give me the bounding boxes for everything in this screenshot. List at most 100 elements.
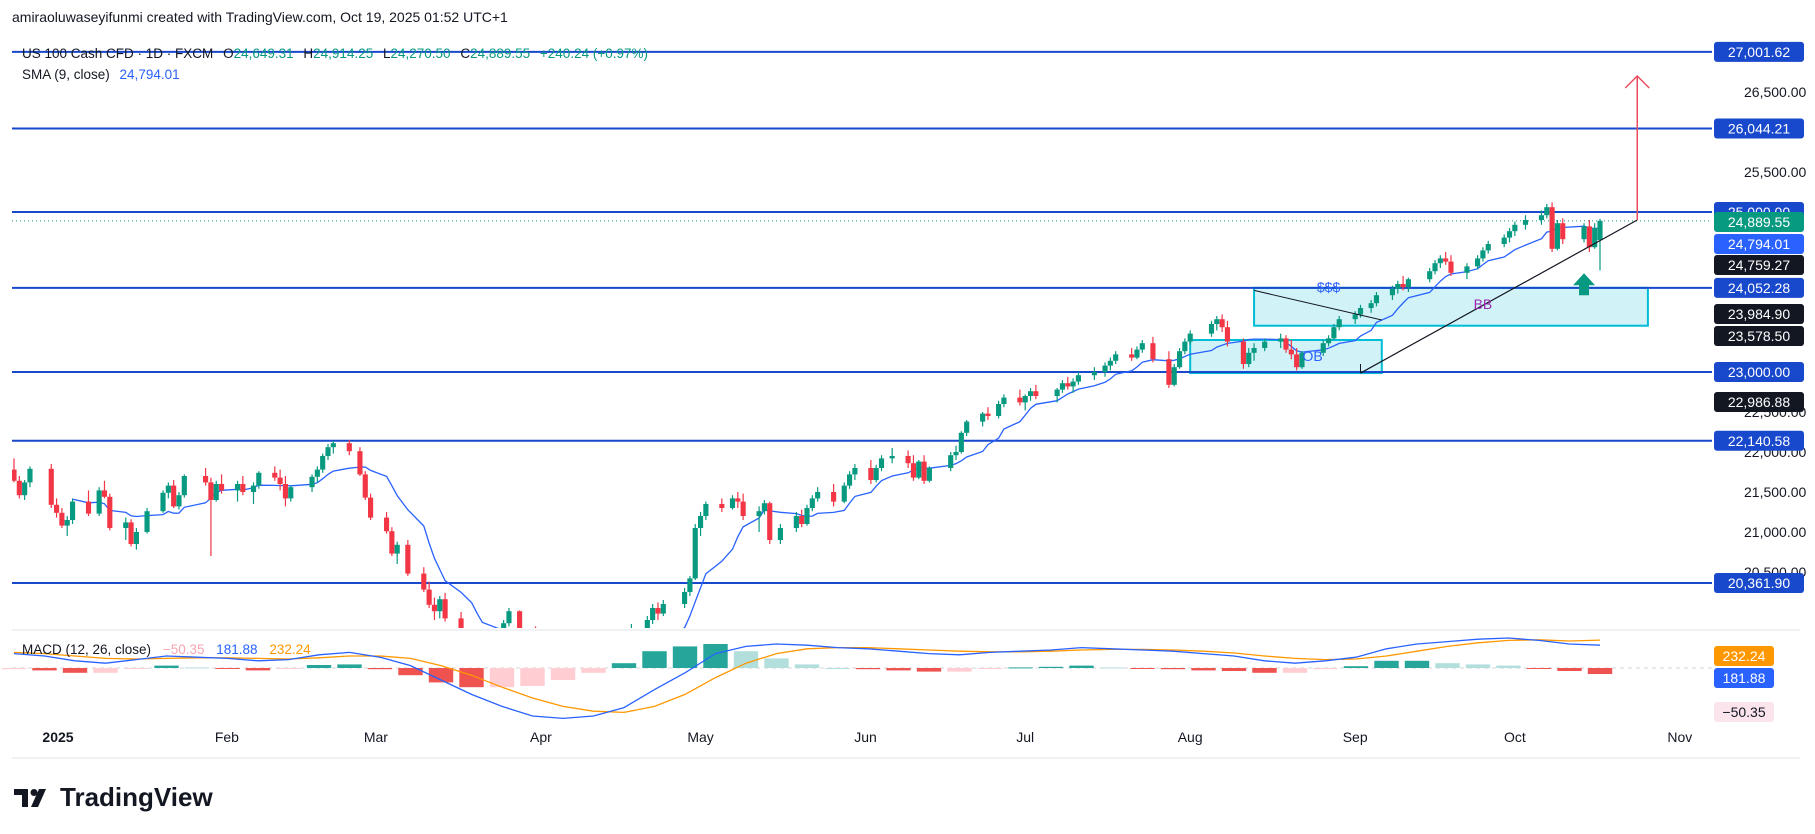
- candle-body: [501, 623, 507, 628]
- candle-body: [48, 468, 54, 505]
- candle-body: [421, 573, 427, 590]
- candle-body: [985, 413, 991, 416]
- macd-histogram-bar: [306, 665, 332, 668]
- candle-body: [1522, 220, 1529, 225]
- candle-body: [389, 531, 395, 554]
- macd-histogram-bar: [1191, 668, 1216, 671]
- liquidity-annotation: $$$: [1317, 279, 1341, 295]
- candle-body: [1368, 303, 1374, 308]
- macd-histogram-bar: [184, 667, 210, 669]
- candle-body: [682, 592, 688, 604]
- candle-body: [96, 490, 102, 514]
- candle-body: [1102, 365, 1108, 372]
- level-badge-label: 20,361.90: [1728, 575, 1790, 591]
- candle-body: [314, 469, 320, 477]
- candle-body: [1208, 324, 1215, 334]
- macd-histogram-bar: [1221, 668, 1247, 671]
- macd-line: [13, 637, 1601, 720]
- candle-body: [650, 608, 656, 620]
- candle-body: [517, 611, 523, 628]
- candle-body: [740, 501, 746, 516]
- sma-label: SMA (9, close): [22, 67, 110, 82]
- macd-histogram-bar: [1160, 668, 1186, 670]
- macd-histogram-bar: [1099, 667, 1125, 669]
- candle-body: [1331, 327, 1337, 339]
- candle-body: [506, 611, 512, 624]
- candle-body: [841, 485, 847, 502]
- price-badge-black: [1714, 392, 1804, 412]
- macd-histogram-bar: [489, 668, 515, 688]
- macd-histogram-bar: [1374, 660, 1399, 668]
- candle-body: [980, 413, 986, 422]
- price-badge-last: [1714, 212, 1804, 232]
- candle-body: [1405, 279, 1411, 288]
- change-value: +240.24 (+0.97%): [540, 46, 648, 61]
- level-badge-label: 27,001.62: [1728, 44, 1790, 60]
- candle-body: [1592, 228, 1598, 248]
- macd-label: MACD (12, 26, close): [22, 642, 151, 657]
- macd-histogram-bar: [1465, 664, 1491, 668]
- time-axis-label: Oct: [1504, 729, 1526, 745]
- candle-body: [1113, 354, 1119, 361]
- order-block-annotation: OB: [1302, 348, 1322, 364]
- candle-body: [1246, 352, 1252, 364]
- candle-body: [1283, 338, 1289, 350]
- macd-histogram-bar: [1557, 668, 1582, 671]
- sma-legend[interactable]: SMA (9, close) 24,794.01: [22, 67, 180, 82]
- candle-body: [692, 528, 698, 579]
- candle-body: [383, 517, 390, 532]
- candle-body: [761, 503, 767, 512]
- sma-line: [72, 225, 1600, 628]
- macd-histogram-bar: [642, 651, 667, 668]
- macd-badge-label: 232.24: [1723, 648, 1766, 664]
- candle-body: [831, 492, 837, 502]
- price-tick-label: 26,500.00: [1744, 84, 1806, 100]
- candle-body: [325, 447, 331, 456]
- candle-body: [1171, 367, 1177, 385]
- close-value: 24,889.55: [470, 46, 530, 61]
- level-badge: [1714, 277, 1804, 298]
- candle-body: [1182, 341, 1188, 352]
- candle-body: [144, 511, 150, 532]
- candle-body: [250, 485, 257, 492]
- time-axis-label: Sep: [1343, 729, 1368, 745]
- candle-body: [1352, 314, 1358, 320]
- candle-body: [1176, 351, 1183, 368]
- candle-body: [22, 482, 28, 496]
- candle-body: [405, 544, 411, 574]
- candle-body: [330, 443, 336, 448]
- candle-body: [362, 474, 368, 498]
- symbol-name[interactable]: US 100 Cash CFD · 1D · FXCM: [22, 46, 213, 61]
- macd-legend[interactable]: MACD (12, 26, close) −50.35 181.88 232.2…: [22, 642, 311, 657]
- macd-histogram-bar: [1252, 668, 1277, 673]
- candle-body: [59, 512, 65, 526]
- time-axis-label: Mar: [364, 729, 388, 745]
- price-badge-black: [1714, 304, 1804, 324]
- macd-histogram-bar: [1435, 663, 1460, 668]
- macd-histogram-bar: [1, 668, 27, 670]
- candle-body: [85, 501, 92, 514]
- candle-body: [767, 503, 773, 540]
- tradingview-logo[interactable]: TradingView: [14, 782, 213, 813]
- macd-histogram-bar: [1526, 668, 1552, 669]
- candle-body: [958, 432, 964, 452]
- candle-body: [1554, 223, 1560, 249]
- macd-histogram-bar: [1587, 668, 1613, 675]
- candle-body: [905, 456, 911, 464]
- candle-body: [1480, 250, 1486, 259]
- candle-body: [1538, 215, 1545, 220]
- macd-histogram-bar: [123, 668, 149, 669]
- low-label: L: [383, 46, 391, 61]
- price-badge-label: 23,578.50: [1728, 328, 1790, 344]
- candles: [12, 202, 1603, 628]
- candle-body: [1299, 352, 1305, 368]
- candle-body: [1139, 343, 1145, 350]
- candle-body: [1560, 223, 1566, 240]
- macd-histogram-bar: [93, 668, 118, 673]
- candle-body: [1501, 237, 1507, 244]
- macd-histogram-bar: [520, 668, 545, 686]
- macd-badge-hist: [1714, 702, 1774, 722]
- candle-body: [1224, 327, 1231, 342]
- macd-histogram-bar: [855, 668, 881, 670]
